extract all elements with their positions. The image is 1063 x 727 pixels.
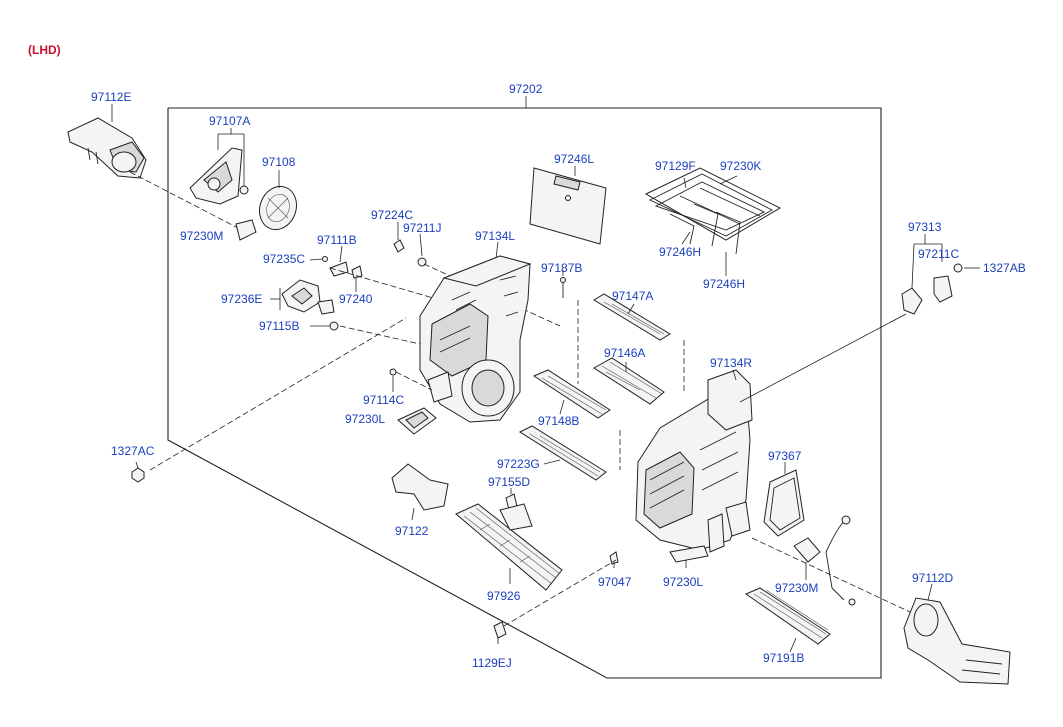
label-main-assembly: 97202 <box>509 82 543 96</box>
small-hardware-left <box>322 239 427 279</box>
duct-left-part <box>67 117 147 179</box>
leader-sensor-a <box>911 243 915 289</box>
label-clip-b: 97235C <box>263 252 305 266</box>
door-d-part <box>518 425 607 481</box>
label-seal-ring: 97230K <box>720 159 761 173</box>
leader-clip-b <box>309 258 323 261</box>
nut-left-part <box>131 467 145 483</box>
label-nut-left: 1327AC <box>111 444 155 458</box>
leader-seal-ring <box>719 175 738 185</box>
label-heater-core: 97926 <box>487 589 521 603</box>
label-actuator: 97108 <box>262 155 296 169</box>
label-nut-right: 1327AB <box>983 261 1026 275</box>
grommet-part <box>389 368 397 376</box>
label-door-b: 97146A <box>604 346 645 360</box>
seal-l-1-part <box>397 407 437 435</box>
bracket-part <box>391 463 449 511</box>
heater-core-part <box>455 503 563 591</box>
door-a-part <box>593 293 671 341</box>
label-door-c: 97148B <box>538 414 579 428</box>
assembly-frame <box>167 107 882 679</box>
leader-nut-left <box>135 461 139 469</box>
label-link: 97115B <box>259 319 299 333</box>
pad-part <box>529 167 607 245</box>
dash-duct-right <box>751 537 911 613</box>
leader-seal-h-1 <box>681 231 691 245</box>
label-pad: 97246L <box>554 152 594 166</box>
label-duct-left: 97112E <box>91 90 131 104</box>
seal-frame-part <box>644 167 782 255</box>
label-door-e: 97191B <box>763 651 804 665</box>
leader-bracket <box>411 507 415 521</box>
dash-duct-left <box>129 171 239 229</box>
label-bolt-a: 97187B <box>541 261 582 275</box>
door-b-part <box>593 357 665 405</box>
clip-d-part <box>609 551 619 565</box>
leader-door-e <box>789 637 797 653</box>
label-screw-b: 1129EJ <box>472 656 512 670</box>
label-case-right: 97134R <box>710 356 752 370</box>
leader-duct-right <box>927 583 933 601</box>
leader-case-left <box>495 241 499 259</box>
dash-b <box>339 325 421 345</box>
label-clip-a: 97211J <box>403 221 441 235</box>
dash-a <box>329 267 441 301</box>
label-lever-b: 97240 <box>339 292 373 306</box>
duct-right-part <box>903 597 1011 685</box>
bolt-a-part <box>560 277 566 298</box>
label-seal-h-1: 97246H <box>659 245 701 259</box>
label-seal-l-1: 97230L <box>345 412 385 426</box>
label-seal-frame: 97129F <box>655 159 696 173</box>
dash-nut-left <box>149 317 407 471</box>
label-seal-left: 97230M <box>180 229 223 243</box>
label-seal-right: 97230M <box>775 581 818 595</box>
label-clip-e: 97211C <box>918 247 959 261</box>
gasket-part <box>763 469 805 537</box>
leader-sensor-line <box>739 313 907 403</box>
leader-seal-frame <box>683 177 687 189</box>
leader-case-right <box>732 369 737 381</box>
door-c-part <box>532 369 611 419</box>
label-lever-a: 97111B <box>317 233 357 247</box>
label-bracket: 97122 <box>395 524 429 538</box>
dash-screw-b <box>503 559 617 627</box>
actuator-b-part <box>281 279 339 331</box>
seal-left-part <box>235 219 257 241</box>
label-clip-d: 97047 <box>598 575 632 589</box>
label-seal-h-2: 97246H <box>703 277 745 291</box>
label-actuator-b: 97236E <box>221 292 262 306</box>
label-grommet: 97114C <box>363 393 404 407</box>
actuator-part <box>258 185 298 231</box>
label-duct-right: 97112D <box>912 571 953 585</box>
sensor-part <box>901 263 963 315</box>
label-case-left: 97134L <box>475 229 515 243</box>
motor-mount-part <box>189 147 249 205</box>
leader-lever-a <box>339 245 343 263</box>
leader-clip-a <box>419 233 423 257</box>
dash-grommet <box>395 371 433 391</box>
screw-b-part <box>493 621 507 639</box>
case-right-part <box>635 369 753 553</box>
label-screw-a: 97224C <box>371 208 413 222</box>
label-door-a: 97147A <box>612 289 653 303</box>
seal-l-2-part <box>669 545 709 563</box>
label-clip-c: 97155D <box>488 475 530 489</box>
case-left-part <box>419 255 532 423</box>
leader-door-c <box>559 399 565 415</box>
seal-right-part <box>793 515 856 606</box>
label-seal-l-2: 97230L <box>663 575 703 589</box>
label-gasket: 97367 <box>768 449 802 463</box>
leader-door-d <box>543 459 561 465</box>
label-door-d: 97223G <box>497 457 540 471</box>
leader-door-a <box>627 303 635 315</box>
label-sensor: 97313 <box>908 220 942 234</box>
variant-label: (LHD) <box>28 43 61 57</box>
door-e-part <box>744 587 831 645</box>
label-motor-mount: 97107A <box>209 114 250 128</box>
